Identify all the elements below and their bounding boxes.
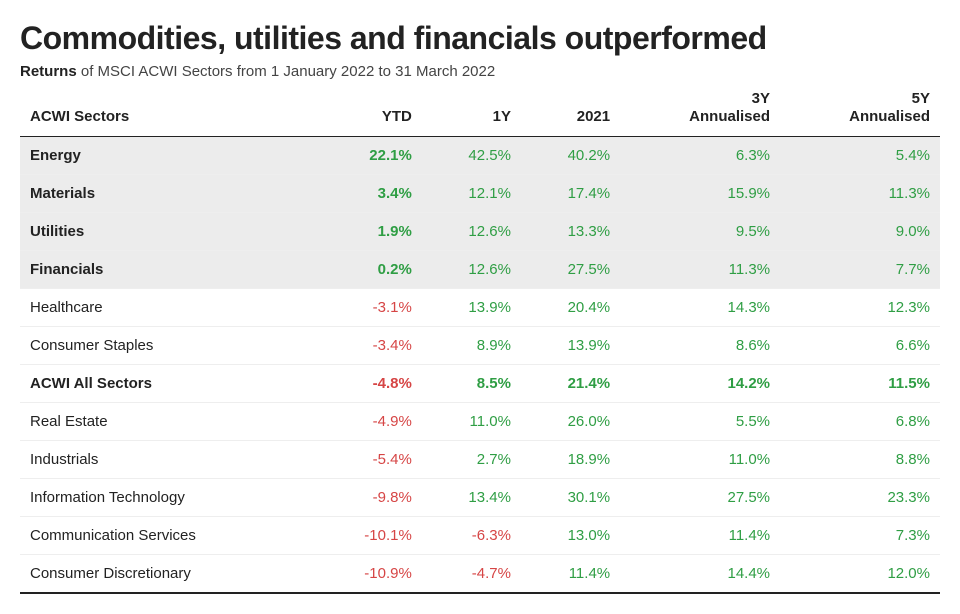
cell-1y: 42.5% <box>422 137 521 175</box>
cell-1y: -6.3% <box>422 517 521 555</box>
cell-3y: 5.5% <box>620 403 780 441</box>
table-row: Materials3.4%12.1%17.4%15.9%11.3% <box>20 175 940 213</box>
cell-2021: 20.4% <box>521 289 620 327</box>
cell-1y: 12.6% <box>422 251 521 289</box>
returns-table: ACWI Sectors YTD 1Y 2021 3YAnnualised 5Y… <box>20 84 940 594</box>
col-ytd: YTD <box>315 84 422 137</box>
table-row: Real Estate-4.9%11.0%26.0%5.5%6.8% <box>20 403 940 441</box>
subtitle: Returns of MSCI ACWI Sectors from 1 Janu… <box>20 63 940 80</box>
table-row: Information Technology-9.8%13.4%30.1%27.… <box>20 479 940 517</box>
page-title: Commodities, utilities and financials ou… <box>20 20 940 57</box>
cell-sector: Consumer Discretionary <box>20 555 315 594</box>
table-row: Consumer Discretionary-10.9%-4.7%11.4%14… <box>20 555 940 594</box>
cell-2021: 27.5% <box>521 251 620 289</box>
cell-sector: Utilities <box>20 213 315 251</box>
cell-5y: 12.3% <box>780 289 940 327</box>
cell-3y: 15.9% <box>620 175 780 213</box>
cell-2021: 26.0% <box>521 403 620 441</box>
subtitle-bold: Returns <box>20 63 77 80</box>
header-row: ACWI Sectors YTD 1Y 2021 3YAnnualised 5Y… <box>20 84 940 137</box>
table-row: ACWI All Sectors-4.8%8.5%21.4%14.2%11.5% <box>20 365 940 403</box>
cell-5y: 23.3% <box>780 479 940 517</box>
cell-sector: Materials <box>20 175 315 213</box>
cell-3y: 14.3% <box>620 289 780 327</box>
col-sector: ACWI Sectors <box>20 84 315 137</box>
cell-5y: 12.0% <box>780 555 940 594</box>
cell-2021: 13.9% <box>521 327 620 365</box>
cell-sector: Energy <box>20 137 315 175</box>
cell-sector: ACWI All Sectors <box>20 365 315 403</box>
cell-5y: 7.3% <box>780 517 940 555</box>
cell-ytd: -3.1% <box>315 289 422 327</box>
cell-1y: 8.9% <box>422 327 521 365</box>
col-1y: 1Y <box>422 84 521 137</box>
cell-1y: 2.7% <box>422 441 521 479</box>
cell-sector: Consumer Staples <box>20 327 315 365</box>
cell-1y: 11.0% <box>422 403 521 441</box>
col-3y: 3YAnnualised <box>620 84 780 137</box>
cell-3y: 8.6% <box>620 327 780 365</box>
table-row: Consumer Staples-3.4%8.9%13.9%8.6%6.6% <box>20 327 940 365</box>
cell-sector: Healthcare <box>20 289 315 327</box>
cell-2021: 18.9% <box>521 441 620 479</box>
cell-5y: 6.8% <box>780 403 940 441</box>
cell-1y: 13.4% <box>422 479 521 517</box>
cell-ytd: -4.9% <box>315 403 422 441</box>
cell-ytd: -4.8% <box>315 365 422 403</box>
cell-2021: 11.4% <box>521 555 620 594</box>
cell-5y: 11.5% <box>780 365 940 403</box>
table-row: Energy22.1%42.5%40.2%6.3%5.4% <box>20 137 940 175</box>
cell-5y: 7.7% <box>780 251 940 289</box>
cell-3y: 14.4% <box>620 555 780 594</box>
cell-ytd: -10.9% <box>315 555 422 594</box>
cell-3y: 11.4% <box>620 517 780 555</box>
cell-2021: 13.3% <box>521 213 620 251</box>
cell-1y: 12.6% <box>422 213 521 251</box>
cell-5y: 11.3% <box>780 175 940 213</box>
cell-sector: Information Technology <box>20 479 315 517</box>
table-row: Utilities1.9%12.6%13.3%9.5%9.0% <box>20 213 940 251</box>
cell-1y: -4.7% <box>422 555 521 594</box>
cell-ytd: -10.1% <box>315 517 422 555</box>
cell-3y: 6.3% <box>620 137 780 175</box>
cell-ytd: 3.4% <box>315 175 422 213</box>
cell-3y: 9.5% <box>620 213 780 251</box>
cell-1y: 12.1% <box>422 175 521 213</box>
cell-ytd: -3.4% <box>315 327 422 365</box>
table-row: Financials0.2%12.6%27.5%11.3%7.7% <box>20 251 940 289</box>
cell-5y: 5.4% <box>780 137 940 175</box>
cell-ytd: 22.1% <box>315 137 422 175</box>
cell-2021: 17.4% <box>521 175 620 213</box>
cell-ytd: -5.4% <box>315 441 422 479</box>
cell-sector: Real Estate <box>20 403 315 441</box>
table-row: Healthcare-3.1%13.9%20.4%14.3%12.3% <box>20 289 940 327</box>
cell-ytd: 1.9% <box>315 213 422 251</box>
cell-2021: 13.0% <box>521 517 620 555</box>
table-row: Industrials-5.4%2.7%18.9%11.0%8.8% <box>20 441 940 479</box>
cell-2021: 30.1% <box>521 479 620 517</box>
cell-2021: 21.4% <box>521 365 620 403</box>
table-row: Communication Services-10.1%-6.3%13.0%11… <box>20 517 940 555</box>
cell-1y: 13.9% <box>422 289 521 327</box>
cell-3y: 27.5% <box>620 479 780 517</box>
cell-5y: 9.0% <box>780 213 940 251</box>
cell-ytd: 0.2% <box>315 251 422 289</box>
cell-sector: Industrials <box>20 441 315 479</box>
cell-1y: 8.5% <box>422 365 521 403</box>
col-2021: 2021 <box>521 84 620 137</box>
cell-5y: 6.6% <box>780 327 940 365</box>
col-5y: 5YAnnualised <box>780 84 940 137</box>
cell-2021: 40.2% <box>521 137 620 175</box>
cell-5y: 8.8% <box>780 441 940 479</box>
cell-sector: Financials <box>20 251 315 289</box>
cell-ytd: -9.8% <box>315 479 422 517</box>
cell-sector: Communication Services <box>20 517 315 555</box>
cell-3y: 14.2% <box>620 365 780 403</box>
subtitle-rest: of MSCI ACWI Sectors from 1 January 2022… <box>77 63 496 80</box>
cell-3y: 11.3% <box>620 251 780 289</box>
cell-3y: 11.0% <box>620 441 780 479</box>
